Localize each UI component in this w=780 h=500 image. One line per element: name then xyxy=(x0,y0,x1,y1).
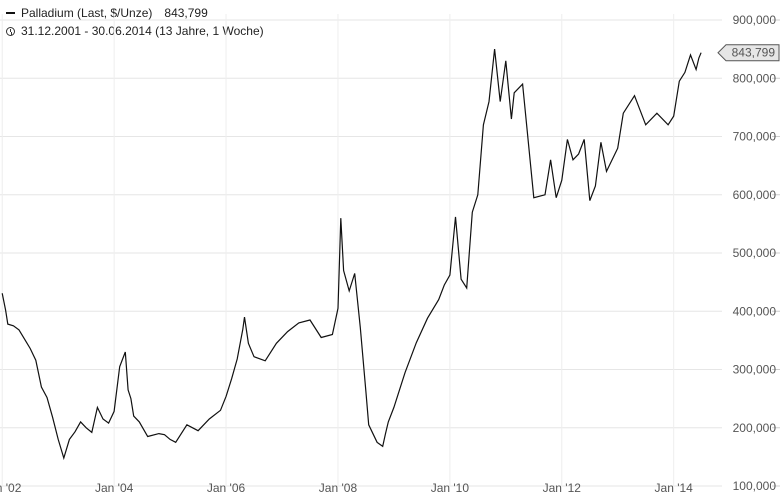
last-value-label: 843,799 xyxy=(732,46,776,60)
legend-last-value: 843,799 xyxy=(164,6,208,20)
legend-series-label: Palladium (Last, $/Unze) xyxy=(21,6,153,20)
legend-period: 31.12.2001 - 30.06.2014 (13 Jahre, 1 Woc… xyxy=(21,24,264,38)
y-tick-label: 600,000 xyxy=(733,188,777,202)
x-tick-label: Jan '08 xyxy=(319,481,358,495)
x-tick-label: Jan '06 xyxy=(207,481,246,495)
x-tick-label: Jan '02 xyxy=(0,481,22,495)
y-tick-label: 400,000 xyxy=(733,304,777,318)
legend-line-swatch xyxy=(6,12,15,14)
x-tick-label: Jan '10 xyxy=(431,481,470,495)
y-tick-label: 500,000 xyxy=(733,246,777,260)
y-tick-label: 200,000 xyxy=(733,421,777,435)
x-tick-label: Jan '14 xyxy=(655,481,694,495)
y-tick-label: 100,000 xyxy=(733,479,777,493)
clock-icon xyxy=(6,26,15,36)
y-tick-label: 700,000 xyxy=(733,130,777,144)
x-tick-label: Jan '12 xyxy=(543,481,582,495)
last-value-marker xyxy=(717,44,780,62)
y-tick-label: 800,000 xyxy=(733,71,777,85)
y-tick-label: 900,000 xyxy=(733,13,777,27)
legend-period-row: 31.12.2001 - 30.06.2014 (13 Jahre, 1 Woc… xyxy=(6,22,264,40)
legend-series-row: Palladium (Last, $/Unze) 843,799 xyxy=(6,4,264,22)
chart-legend: Palladium (Last, $/Unze) 843,799 31.12.2… xyxy=(6,4,264,40)
y-tick-label: 300,000 xyxy=(733,363,777,377)
x-tick-label: Jan '04 xyxy=(95,481,134,495)
series-line-palladium xyxy=(1,49,702,461)
